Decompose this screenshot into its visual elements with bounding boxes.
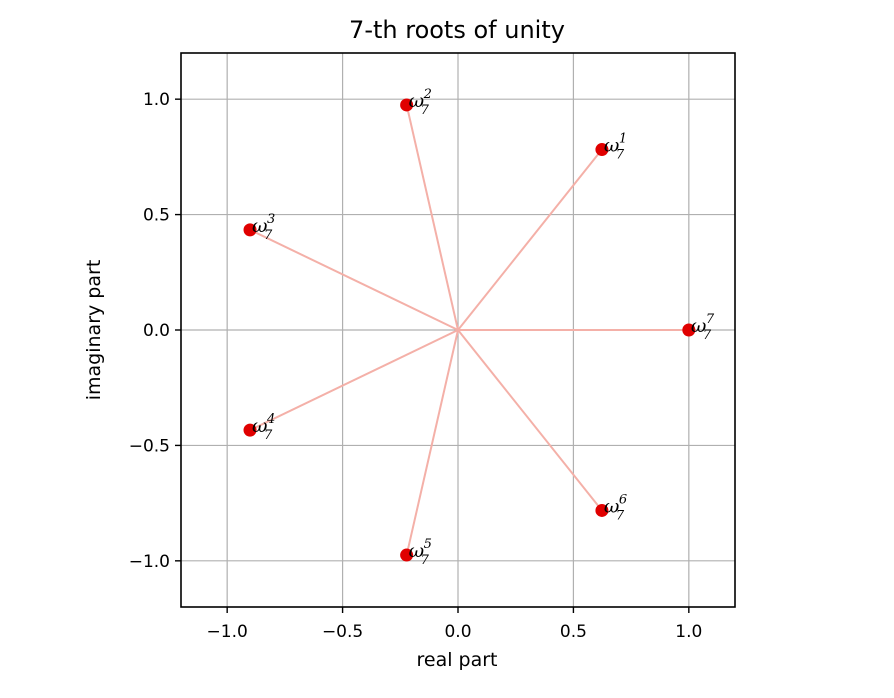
data-point [682,323,696,337]
point-label: ω [604,495,620,517]
point-label-sup: 5 [424,537,432,552]
y-tick-label: 0.0 [143,321,170,341]
point-label-sup: 6 [619,492,627,507]
data-point [400,548,414,562]
point-label-sub: 7 [264,228,273,243]
y-tick-label: 1.0 [143,90,170,110]
spoke-line [457,329,603,512]
point-label-sub: 7 [703,328,712,343]
point-label-sup: 3 [267,212,275,227]
y-tick-label: 0.5 [143,206,170,226]
x-tick-label: 1.0 [675,622,702,642]
x-tick-label: −1.0 [207,622,248,642]
axis-ticks: −1.0 −0.5 0.0 0.5 1.0 −1.0 −0.5 0.0 0.5 1.0 [129,90,703,642]
x-tick-label: 0.0 [444,622,471,642]
x-tick-label: 0.5 [560,622,587,642]
x-tick-label: −0.5 [322,622,363,642]
data-points [243,98,696,562]
data-point [400,98,414,112]
point-label-sup: 4 [266,412,275,427]
y-axis-label: imaginary part [83,260,105,401]
point-label: ω [252,215,268,237]
point-label: ω [409,90,425,112]
spoke-line [457,148,603,331]
x-axis-label: real part [416,649,497,671]
point-label-sub: 7 [616,508,625,523]
spoke-line [249,228,459,331]
point-label: ω [604,135,620,157]
point-label: ω [252,415,268,437]
point-label-sub: 7 [616,148,625,163]
data-point [243,223,257,237]
data-point [595,503,609,517]
data-point [243,423,257,437]
point-label-sup: 2 [423,87,432,102]
point-label-sub: 7 [264,428,273,443]
point-label-sup: 7 [706,312,715,327]
spoke-line [405,329,459,556]
y-tick-label: −0.5 [129,436,170,456]
spoke-line [405,104,459,331]
spokes [249,104,689,556]
point-label: ω [691,315,707,337]
point-labels: ω 17ω 27ω 37ω 47ω 57ω 67ω 77 [252,87,715,568]
point-label-sub: 7 [421,553,430,568]
chart-title: 7-th roots of unity [349,16,565,44]
data-point [595,143,609,157]
point-label-sup: 1 [619,132,627,147]
spoke-line [249,329,459,432]
y-tick-label: −1.0 [129,552,170,572]
point-label: ω [409,540,425,562]
point-label-sub: 7 [421,103,430,118]
